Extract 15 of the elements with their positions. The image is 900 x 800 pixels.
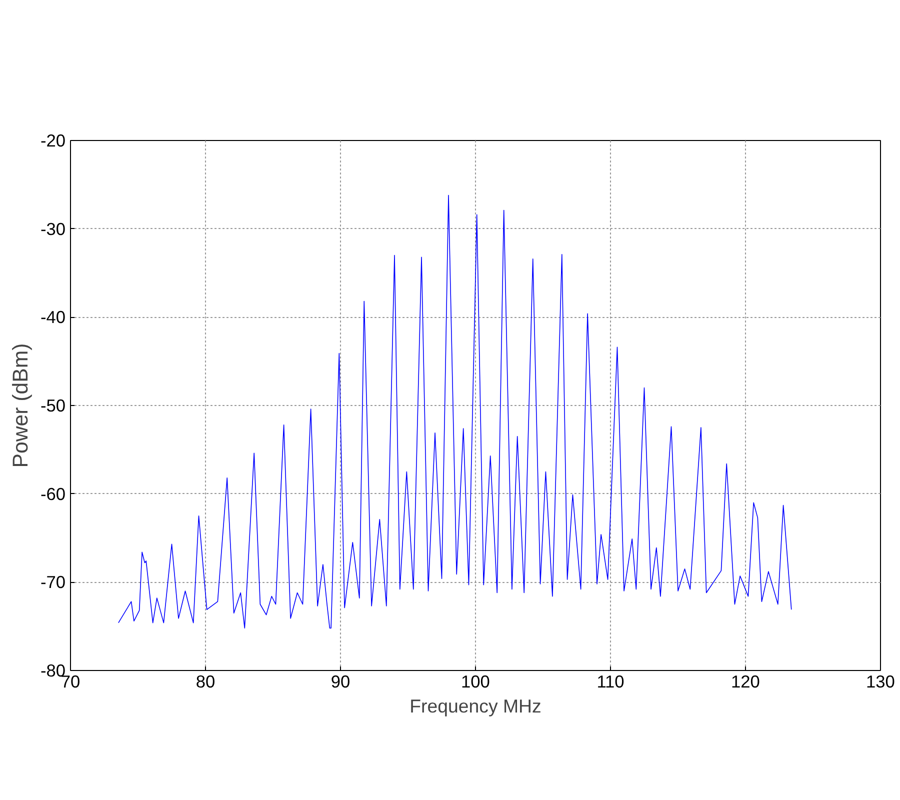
x-tick-label: 110 <box>596 672 624 692</box>
x-tick-label: 130 <box>866 672 895 692</box>
y-tick-label: -60 <box>40 484 66 504</box>
line-series <box>118 194 792 628</box>
y-tick-label: -50 <box>40 396 66 416</box>
y-tick-label: -30 <box>40 218 66 239</box>
y-tick-label: -70 <box>40 572 66 592</box>
x-tick-label: 90 <box>330 672 350 692</box>
x-tick-label: 80 <box>196 672 216 692</box>
x-axis-title: Frequency MHz <box>410 696 542 716</box>
y-axis-title: Power (dBm) <box>8 343 32 468</box>
x-tick-label: 120 <box>731 672 760 692</box>
x-tick-label: 100 <box>461 672 490 692</box>
y-tick-label: -40 <box>40 307 66 328</box>
y-tick-label: -20 <box>40 130 66 150</box>
